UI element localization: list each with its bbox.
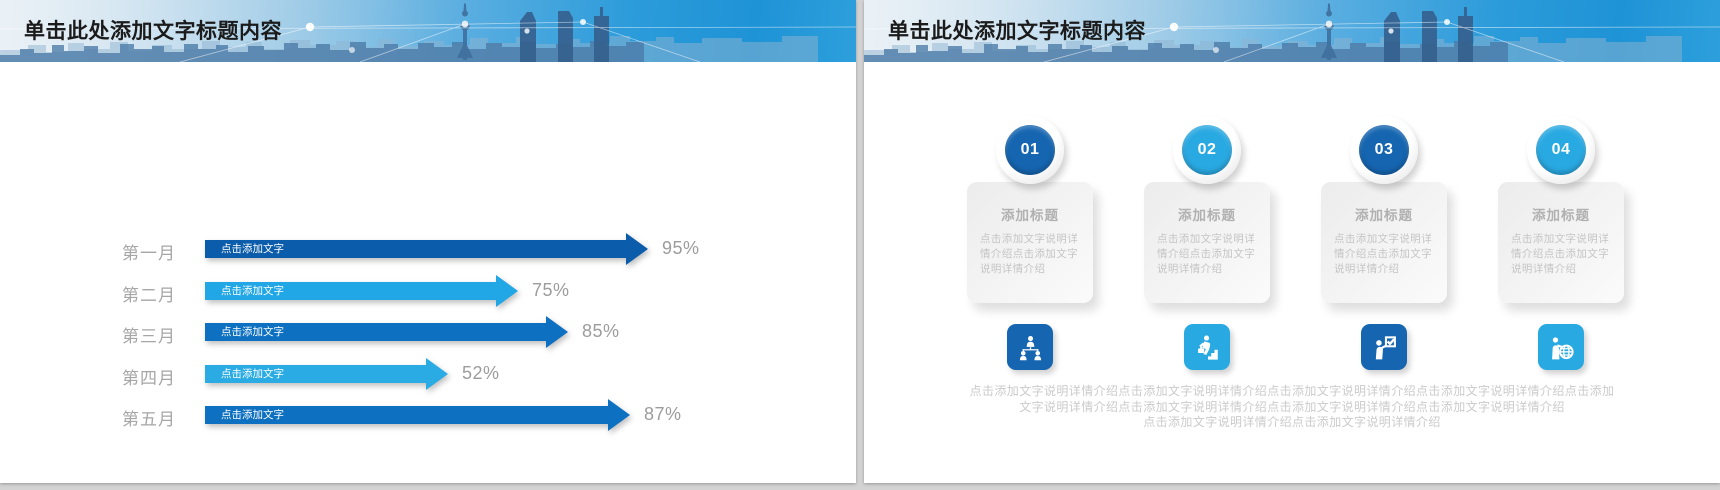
footer-text-placeholder[interactable]: 点击添加文字说明详情介绍点击添加文字说明详情介绍点击添加文字说明详情介绍点击添加… xyxy=(912,384,1672,431)
footer-line: 点击添加文字说明详情介绍点击添加文字说明详情介绍点击添加文字说明详情介绍点击添加… xyxy=(969,384,1615,398)
step-number: 02 xyxy=(1197,141,1217,158)
value-label[interactable]: 85% xyxy=(582,321,620,341)
slide-1-header: 单击此处添加文字标题内容 xyxy=(0,0,856,62)
category-label[interactable]: 第四月 xyxy=(122,369,176,388)
value-label[interactable]: 75% xyxy=(532,280,570,300)
step-number-badge[interactable]: 01 xyxy=(996,116,1064,184)
arrow-head-icon xyxy=(546,316,568,348)
glow-dots xyxy=(1169,19,1450,53)
step-description-placeholder[interactable]: 点击添加文字说明详情介绍点击添加文字说明详情介绍 xyxy=(1157,233,1256,275)
slide-title-placeholder[interactable]: 单击此处添加文字标题内容 xyxy=(888,20,1146,43)
step-card[interactable]: 02 添加标题 点击添加文字说明详情介绍点击添加文字说明详情介绍 xyxy=(1144,116,1270,372)
step-number-badge[interactable]: 02 xyxy=(1173,116,1241,184)
glow-dots xyxy=(305,19,586,53)
value-label[interactable]: 87% xyxy=(644,404,682,424)
bar-placeholder-text[interactable]: 点击添加文字 xyxy=(221,243,284,255)
slide-2-header: 单击此处添加文字标题内容 xyxy=(864,0,1720,62)
arrow-head-icon xyxy=(496,275,518,307)
career-stairs-icon[interactable] xyxy=(1184,324,1230,370)
step-card[interactable]: 03 添加标题 点击添加文字说明详情介绍点击添加文字说明详情介绍 xyxy=(1321,116,1447,372)
value-label[interactable]: 95% xyxy=(662,238,700,258)
chart-row: 第五月 点击添加文字 87% xyxy=(0,399,856,431)
bar-arrow-shape[interactable]: 点击添加文字 xyxy=(205,399,630,431)
globe-person-icon[interactable] xyxy=(1538,324,1584,370)
step-number-badge[interactable]: 04 xyxy=(1527,116,1595,184)
arrow-bar-chart: 第一月 点击添加文字 95% 第二月 点击添加文字 75% 第三月 点击添加文字 xyxy=(0,62,856,483)
arrow-head-icon xyxy=(426,358,448,390)
footer-line: 文字说明详情介绍点击添加文字说明详情介绍点击添加文字说明详情介绍点击添加文字说明… xyxy=(1019,399,1565,414)
arrow-head-icon xyxy=(608,399,630,431)
category-label[interactable]: 第一月 xyxy=(122,244,176,263)
tower-silhouettes xyxy=(520,7,609,62)
step-title-placeholder[interactable]: 添加标题 xyxy=(1001,208,1059,223)
step-card-panel[interactable]: 添加标题 点击添加文字说明详情介绍点击添加文字说明详情介绍 xyxy=(1144,182,1270,303)
org-chart-icon[interactable] xyxy=(1007,324,1053,370)
bar-placeholder-text[interactable]: 点击添加文字 xyxy=(221,368,284,380)
chart-row: 第二月 点击添加文字 75% xyxy=(0,275,856,307)
slide-2[interactable]: 单击此处添加文字标题内容 01 添加标题 点击添加文字说明详情介绍点击添加文字说… xyxy=(864,0,1720,483)
step-number: 01 xyxy=(1020,141,1040,158)
steps-diagram: 01 添加标题 点击添加文字说明详情介绍点击添加文字说明详情介绍 xyxy=(864,0,1720,483)
globe-person-glyph xyxy=(1551,336,1574,359)
arrow-head-icon xyxy=(626,233,648,265)
bar-arrow-shape[interactable]: 点击添加文字 xyxy=(205,233,648,265)
step-description-placeholder[interactable]: 点击添加文字说明详情介绍点击添加文字说明详情介绍 xyxy=(1511,233,1610,275)
presentation-check-icon[interactable] xyxy=(1361,324,1407,370)
slide-1[interactable]: 单击此处添加文字标题内容 第一月 点击添加文字 95% 第二月 点击添加文字 7… xyxy=(0,0,856,483)
step-card-panel[interactable]: 添加标题 点击添加文字说明详情介绍点击添加文字说明详情介绍 xyxy=(967,182,1093,303)
network-lines xyxy=(864,21,1720,62)
slide-title-placeholder[interactable]: 单击此处添加文字标题内容 xyxy=(24,20,282,43)
step-title-placeholder[interactable]: 添加标题 xyxy=(1355,208,1413,223)
step-number: 03 xyxy=(1374,141,1394,158)
header-skyline-image xyxy=(864,3,1720,62)
bar-arrow-shape[interactable]: 点击添加文字 xyxy=(205,316,568,348)
career-stairs-glyph xyxy=(1197,335,1218,360)
header-skyline-image xyxy=(0,3,856,62)
bar-placeholder-text[interactable]: 点击添加文字 xyxy=(221,285,284,297)
bar-arrow-shape[interactable]: 点击添加文字 xyxy=(205,275,518,307)
step-title-placeholder[interactable]: 添加标题 xyxy=(1532,208,1590,223)
bar-placeholder-text[interactable]: 点击添加文字 xyxy=(221,409,284,421)
step-card[interactable]: 01 添加标题 点击添加文字说明详情介绍点击添加文字说明详情介绍 xyxy=(967,116,1093,372)
category-label[interactable]: 第二月 xyxy=(122,286,176,305)
chart-row: 第三月 点击添加文字 85% xyxy=(0,316,856,348)
chart-row: 第一月 点击添加文字 95% xyxy=(0,233,856,265)
org-chart-glyph xyxy=(1019,335,1041,360)
bar-arrow-shape[interactable]: 点击添加文字 xyxy=(205,358,448,390)
value-label[interactable]: 52% xyxy=(462,363,500,383)
step-title-placeholder[interactable]: 添加标题 xyxy=(1178,208,1236,223)
step-card[interactable]: 04 添加标题 点击添加文字说明详情介绍点击添加文字说明详情介绍 xyxy=(1498,116,1624,372)
network-lines xyxy=(0,21,856,62)
step-number-badge[interactable]: 03 xyxy=(1350,116,1418,184)
step-description-placeholder[interactable]: 点击添加文字说明详情介绍点击添加文字说明详情介绍 xyxy=(1334,233,1433,275)
category-label[interactable]: 第五月 xyxy=(122,410,176,429)
bar-placeholder-text[interactable]: 点击添加文字 xyxy=(221,326,284,338)
presentation-check-glyph xyxy=(1375,335,1396,359)
category-label[interactable]: 第三月 xyxy=(122,327,176,346)
step-card-panel[interactable]: 添加标题 点击添加文字说明详情介绍点击添加文字说明详情介绍 xyxy=(1498,182,1624,303)
step-description-placeholder[interactable]: 点击添加文字说明详情介绍点击添加文字说明详情介绍 xyxy=(980,233,1079,275)
chart-row: 第四月 点击添加文字 52% xyxy=(0,358,856,390)
step-card-panel[interactable]: 添加标题 点击添加文字说明详情介绍点击添加文字说明详情介绍 xyxy=(1321,182,1447,303)
footer-line: 点击添加文字说明详情介绍点击添加文字说明详情介绍 xyxy=(1143,415,1441,429)
step-number: 04 xyxy=(1551,141,1571,158)
